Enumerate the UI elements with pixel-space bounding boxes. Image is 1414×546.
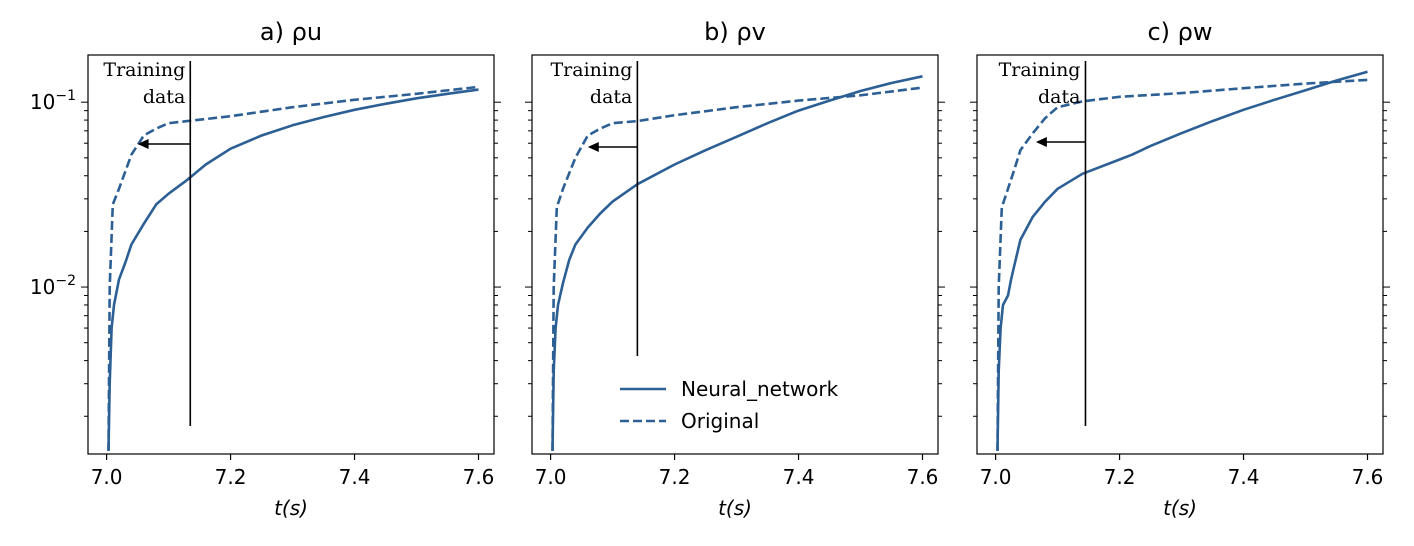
training-arrow-head (1035, 137, 1047, 147)
training-label-line2: data (1038, 86, 1080, 108)
training-label-line1: Training (103, 59, 185, 81)
series-neural-network-line (996, 70, 1368, 451)
series-original-line (996, 78, 1368, 451)
x-tick-label: 7.0 (91, 465, 123, 489)
panel-title: a) ρu (260, 18, 322, 46)
plot-frame (531, 54, 939, 455)
x-tick-label: 7.6 (463, 465, 495, 489)
x-tick-label: 7.4 (1228, 465, 1260, 489)
training-label-line2: data (143, 86, 185, 108)
panel-3: c) ρw 7.0 7.2 7.4 7.6 t(s) Training data (970, 18, 1390, 520)
plot-frame (87, 54, 495, 455)
x-tick-label: 7.2 (1104, 465, 1136, 489)
x-axis-label: t(s) (718, 496, 752, 520)
panel-2: b) ρv 7.0 7.2 7.4 7.6 t(s) Training data Neural_… (525, 18, 945, 520)
x-tick-label: 7.4 (783, 465, 815, 489)
training-label-line1: Training (550, 59, 632, 81)
y-tick-label: 10−1 (30, 88, 76, 114)
legend-label: Original (681, 409, 759, 433)
legend: Neural_network Original (620, 377, 839, 433)
x-axis-label: t(s) (1163, 496, 1197, 520)
x-tick-label: 7.2 (215, 465, 247, 489)
series-original-line (107, 85, 479, 451)
series-neural-network-line (107, 88, 479, 451)
plot-frame (976, 54, 1384, 455)
legend-label: Neural_network (681, 377, 839, 401)
training-label-line1: Training (999, 59, 1081, 81)
x-axis-label: t(s) (274, 496, 308, 520)
panel-1: a) ρu 7.0 7.2 7.4 7.6 t(s) 10−1 10−2 Training dat… (30, 18, 501, 520)
training-arrow-head (137, 139, 149, 149)
training-label-line2: data (590, 86, 632, 108)
x-tick-label: 7.6 (1352, 465, 1384, 489)
y-tick-label: 10−2 (30, 273, 76, 299)
x-tick-label: 7.0 (980, 465, 1012, 489)
panel-title: b) ρv (704, 18, 766, 46)
series-neural-network-line (551, 75, 923, 451)
training-arrow-head (587, 142, 599, 152)
panel-title: c) ρw (1147, 18, 1212, 46)
x-tick-label: 7.0 (535, 465, 567, 489)
x-tick-label: 7.2 (659, 465, 691, 489)
x-tick-label: 7.4 (339, 465, 371, 489)
series-original-line (551, 86, 923, 451)
x-tick-label: 7.6 (907, 465, 939, 489)
